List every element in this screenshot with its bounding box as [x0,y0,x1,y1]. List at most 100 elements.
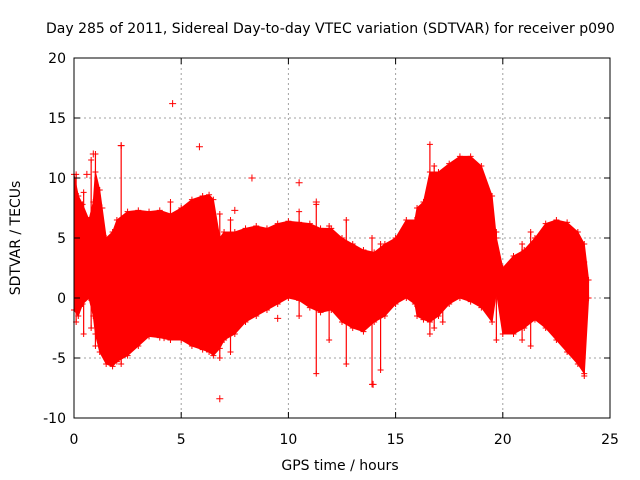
x-tick-label: 15 [387,432,405,448]
edge-point [285,218,292,225]
edge-point [178,205,185,211]
spike-end-point [80,331,87,337]
edge-point [317,309,324,316]
edge-point [489,319,496,325]
edge-point [414,205,421,211]
y-tick-label: 0 [57,291,66,307]
edge-point [263,307,270,313]
edge-point [411,301,418,307]
edge-point [178,337,185,343]
edge-point [403,217,410,223]
edge-point [499,265,506,271]
spike-end-point [426,141,433,148]
x-tick-label: 0 [70,432,79,448]
edge-point [221,229,228,235]
spike-end-point [439,187,446,193]
spike-end-point [92,343,99,349]
edge-point [564,349,571,355]
outlier-point [369,380,377,388]
edge-point [392,235,399,241]
outlier-point [312,198,320,206]
outlier-point [169,100,177,108]
spike-end-point [343,217,350,223]
edge-point [381,313,388,319]
edge-point [446,160,453,167]
edge-point [146,208,153,215]
edge-point [274,220,281,227]
edge-point [156,207,163,214]
edge-point [339,235,345,241]
edge-point [542,220,549,227]
edge-point [467,153,474,160]
chart-title: Day 285 of 2011, Sidereal Day-to-day VTE… [46,21,615,37]
edge-point [542,325,549,331]
edge-point [478,163,485,169]
spike-end-point [581,259,588,265]
edge-point [478,304,485,311]
outlier-point [248,174,256,182]
spike-end-point [527,343,534,349]
outlier-point [98,204,106,212]
edge-point [206,191,213,198]
edge-point [360,328,367,335]
edge-point [467,298,474,305]
edge-point [414,313,421,319]
y-tick-label: 5 [57,231,66,247]
outlier-point [231,206,239,214]
edge-point [253,223,260,229]
edge-point [360,247,367,253]
spike-end-point [326,223,333,229]
edge-point [435,313,442,319]
edge-point [210,196,217,203]
edge-point [456,295,463,301]
edge-point [124,208,131,215]
edge-point [96,349,103,355]
edge-point [188,343,195,349]
edge-point [146,333,153,340]
edge-point [574,361,581,367]
edge-point [411,217,418,223]
edge-point [564,219,571,226]
spike-end-point [167,199,174,205]
spike-end-point [493,229,500,235]
spike-end-point [431,325,438,331]
edge-point [392,301,399,307]
spike-end-point [216,211,223,217]
outlier-point [274,314,282,322]
y-tick-label: 15 [48,111,66,127]
edge-point [499,331,506,337]
spike-end-point [227,217,234,223]
x-axis-label: GPS time / hours [281,458,398,474]
spike-end-point [80,189,87,196]
edge-point [420,316,427,323]
edge-point [585,277,592,283]
edge-point [103,235,110,241]
spike-end-point [581,373,588,379]
edge-point [135,343,142,349]
edge-point [510,253,517,259]
edge-point [446,301,453,307]
spike-end-point [439,319,446,325]
edge-point [510,331,517,337]
edge-point [349,241,356,247]
spike-end-point [296,208,303,215]
y-tick-label: -5 [52,351,66,367]
x-tick-label: 25 [601,432,619,448]
edge-point [456,153,463,160]
edge-point [199,346,206,353]
edge-point [231,229,238,235]
ticks: 0 5 10 15 20 25 -10 -5 0 5 10 15 20 [43,51,619,448]
y-tick-label: -10 [43,411,66,427]
edge-point [553,337,560,343]
outlier-point [89,150,97,158]
data-marks [71,100,592,403]
edge-point [113,217,120,223]
spike-end-point [426,331,433,337]
edge-point [531,235,538,241]
spike-end-point [326,337,333,343]
outlier-point [195,143,203,151]
edge-point [79,301,86,307]
edge-point [109,229,116,235]
edge-point [403,295,410,301]
x-tick-label: 5 [177,432,186,448]
